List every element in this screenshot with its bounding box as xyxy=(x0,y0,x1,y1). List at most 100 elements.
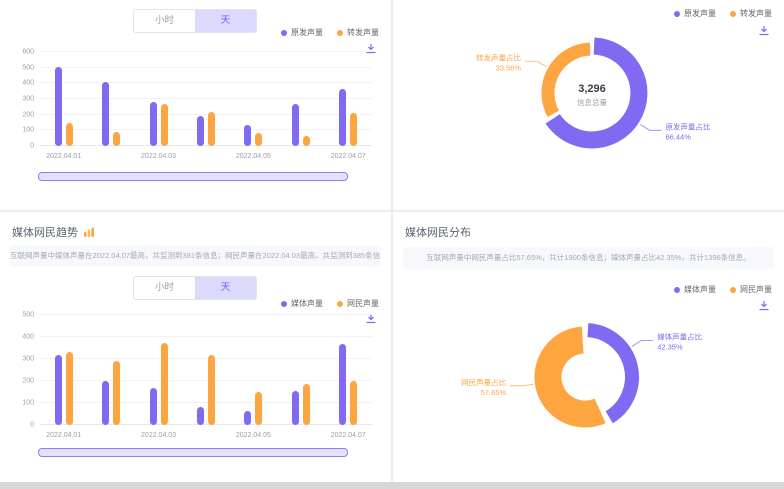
gridline xyxy=(40,51,372,52)
bar-媒体声量[interactable] xyxy=(196,407,204,425)
y-axis-tick-label: 100 xyxy=(22,126,34,134)
legend-item-repost[interactable]: 转发声量 xyxy=(730,8,772,19)
bar-网民声量[interactable] xyxy=(350,381,358,425)
legend: 原发声量 转发声量 xyxy=(674,8,772,19)
legend-label: 媒体声量 xyxy=(684,285,716,294)
bar-group xyxy=(325,315,372,425)
bar-转发声量[interactable] xyxy=(207,112,215,146)
legend-marker xyxy=(674,286,680,293)
y-axis: 0 100 200 300 400 500 600 xyxy=(12,48,36,150)
x-axis: 2022.04.01 2022.04.03 2022.04.05 2022.04.07 xyxy=(40,427,372,439)
legend-item-media[interactable]: 媒体声量 xyxy=(281,298,323,309)
bar-原发声量[interactable] xyxy=(54,66,62,146)
download-icon[interactable] xyxy=(365,43,377,55)
bar-原发声量[interactable] xyxy=(149,102,157,146)
y-axis-tick-label: 500 xyxy=(22,64,34,72)
bar-group xyxy=(230,52,277,146)
legend-marker xyxy=(337,300,343,307)
donut-segment-原发声量占比[interactable] xyxy=(545,37,648,149)
bar-group xyxy=(325,52,372,146)
donut-center-value: 3,296 xyxy=(578,83,606,95)
legend-marker xyxy=(730,286,736,293)
toggle-day-button[interactable]: 天 xyxy=(195,10,256,32)
panel-origin-repost-trend: 小时 天 原发声量 转发声量 0 100 200 300 400 500 600 2022.… xyxy=(0,0,391,210)
bar-转发声量[interactable] xyxy=(113,131,121,146)
x-axis-tick-label: 2022.04.01 xyxy=(46,153,82,160)
bar-媒体声量[interactable] xyxy=(339,343,347,425)
data-zoom-slider[interactable] xyxy=(38,448,348,457)
legend-item-repost[interactable]: 转发声量 xyxy=(337,27,379,38)
label-connector-line xyxy=(640,123,662,131)
legend-marker xyxy=(281,300,287,307)
download-icon[interactable] xyxy=(758,300,770,312)
bar-媒体声量[interactable] xyxy=(244,410,252,425)
download-icon[interactable] xyxy=(365,313,377,325)
bar-转发声量[interactable] xyxy=(350,113,358,146)
legend-marker xyxy=(281,29,287,36)
bar-媒体声量[interactable] xyxy=(54,354,62,425)
bar-网民声量[interactable] xyxy=(113,361,121,425)
donut-label-pct: 57.65% xyxy=(481,388,507,397)
summary-text: 互联网声量中媒体声量在2022.04.07最高，共监测到381条信息；网民声量在… xyxy=(10,245,381,267)
donut-segment-转发声量占比[interactable] xyxy=(541,42,591,117)
toggle-day-button[interactable]: 天 xyxy=(195,277,256,299)
bar-网民声量[interactable] xyxy=(207,354,215,425)
toggle-hour-button[interactable]: 小时 xyxy=(154,15,174,26)
bar-网民声量[interactable] xyxy=(65,352,73,425)
y-axis-tick-label: 600 xyxy=(22,48,34,56)
gridline xyxy=(40,98,372,99)
bar-转发声量[interactable] xyxy=(255,133,263,146)
donut-label-name: 转发声量占比 xyxy=(476,52,521,62)
bar-group xyxy=(230,315,277,425)
download-icon[interactable] xyxy=(758,25,770,37)
legend-label: 原发声量 xyxy=(684,9,716,18)
gridline xyxy=(40,402,372,403)
bar-原发声量[interactable] xyxy=(291,103,299,146)
donut-segment-网民声量占比[interactable] xyxy=(534,326,606,428)
bar-原发声量[interactable] xyxy=(244,124,252,146)
panel-title-row: 媒体网民分布 xyxy=(405,224,471,240)
x-axis-tick-label: 2022.04.07 xyxy=(330,153,366,160)
donut-label-name: 原发声量占比 xyxy=(665,121,710,131)
legend-item-netizen[interactable]: 网民声量 xyxy=(730,284,772,295)
y-axis-tick-label: 500 xyxy=(22,311,34,319)
legend: 媒体声量 网民声量 xyxy=(674,284,772,295)
data-zoom-slider[interactable] xyxy=(38,172,348,181)
y-axis-tick-label: 400 xyxy=(22,79,34,87)
bar-媒体声量[interactable] xyxy=(149,387,157,425)
donut-segment-媒体声量占比[interactable] xyxy=(587,323,639,424)
bar-网民声量[interactable] xyxy=(302,384,310,425)
plot-area xyxy=(40,51,372,146)
bar-媒体声量[interactable] xyxy=(291,390,299,425)
bar-原发声量[interactable] xyxy=(339,88,347,146)
time-granularity-toggle: 小时 天 xyxy=(133,276,257,300)
time-granularity-toggle: 小时 天 xyxy=(133,9,257,33)
bar-转发声量[interactable] xyxy=(65,122,73,146)
bar-转发声量[interactable] xyxy=(302,135,310,146)
legend-item-media[interactable]: 媒体声量 xyxy=(674,284,716,295)
gridline xyxy=(40,424,372,425)
legend-label: 转发声量 xyxy=(740,9,772,18)
bar-网民声量[interactable] xyxy=(160,342,168,425)
legend-item-origin[interactable]: 原发声量 xyxy=(281,27,323,38)
bar-chart-icon xyxy=(83,227,95,238)
legend-label: 媒体声量 xyxy=(291,299,323,308)
gridline xyxy=(40,380,372,381)
bar-网民声量[interactable] xyxy=(255,392,263,425)
gridline xyxy=(40,336,372,337)
panel-origin-repost-distribution: 原发声量 转发声量 原发声量占比 66.44% 转发声量占比 33.56% 3,296 信… xyxy=(393,0,784,210)
toggle-hour-button[interactable]: 小时 xyxy=(154,282,174,293)
bar-group xyxy=(40,315,87,425)
bar-原发声量[interactable] xyxy=(102,81,110,146)
donut-label-pct: 33.56% xyxy=(496,63,522,72)
bar-转发声量[interactable] xyxy=(160,104,168,146)
x-axis-tick-label: 2022.04.05 xyxy=(235,153,271,160)
bar-group xyxy=(40,52,87,146)
legend: 原发声量 转发声量 xyxy=(281,27,379,38)
legend-item-origin[interactable]: 原发声量 xyxy=(674,8,716,19)
legend-item-netizen[interactable]: 网民声量 xyxy=(337,298,379,309)
bar-媒体声量[interactable] xyxy=(102,381,110,425)
legend-label: 转发声量 xyxy=(347,28,379,37)
bar-原发声量[interactable] xyxy=(196,116,204,146)
x-axis-tick-label: 2022.04.03 xyxy=(141,432,177,439)
